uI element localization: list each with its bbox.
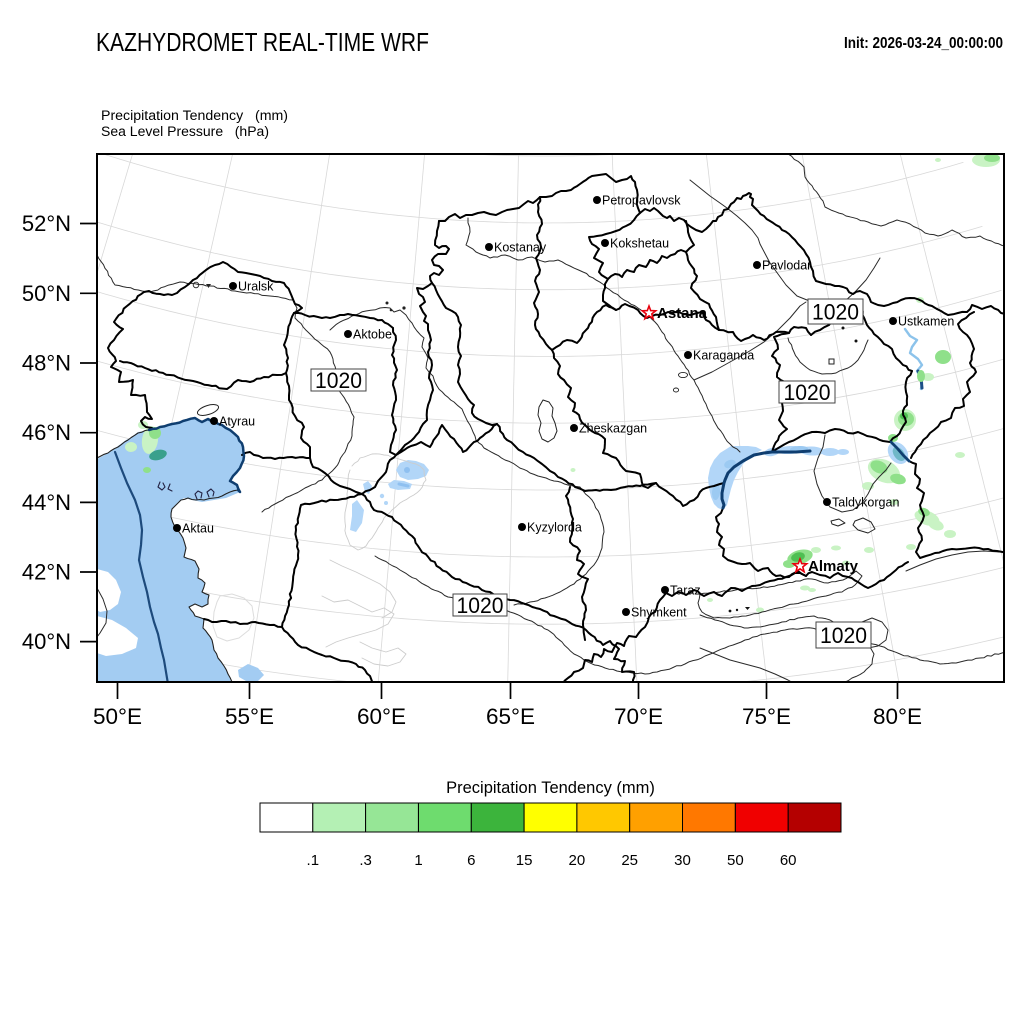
- svg-text:1020: 1020: [820, 623, 867, 648]
- svg-text:Atyrau: Atyrau: [219, 415, 255, 429]
- svg-text:50°N: 50°N: [22, 281, 71, 306]
- svg-text:70°E: 70°E: [614, 704, 663, 729]
- svg-text:Pavlodar: Pavlodar: [762, 259, 811, 273]
- svg-text:.1: .1: [307, 852, 320, 869]
- svg-text:25: 25: [621, 852, 638, 869]
- svg-text:30: 30: [674, 852, 691, 869]
- svg-text:55°E: 55°E: [225, 704, 274, 729]
- svg-text:Kyzylorda: Kyzylorda: [527, 521, 582, 535]
- svg-text:Taldykorgan: Taldykorgan: [832, 496, 899, 510]
- svg-text:50: 50: [727, 852, 744, 869]
- svg-text:Precipitation Tendency (mm): Precipitation Tendency (mm): [446, 779, 655, 797]
- svg-text:1020: 1020: [784, 380, 831, 405]
- svg-text:Aktau: Aktau: [182, 522, 214, 536]
- svg-text:80°E: 80°E: [873, 704, 922, 729]
- svg-text:44°N: 44°N: [22, 490, 71, 515]
- svg-text:Taraz: Taraz: [670, 584, 701, 598]
- svg-text:20: 20: [569, 852, 586, 869]
- svg-text:Almaty: Almaty: [808, 558, 859, 575]
- svg-text:1020: 1020: [457, 593, 504, 618]
- svg-text:40°N: 40°N: [22, 629, 71, 654]
- svg-text:6: 6: [467, 852, 475, 869]
- svg-text:Init: 2026-03-24_00:00:00: Init: 2026-03-24_00:00:00: [844, 35, 1003, 52]
- svg-text:15: 15: [516, 852, 533, 869]
- svg-text:50°E: 50°E: [93, 704, 142, 729]
- svg-text:Uralsk: Uralsk: [238, 280, 274, 294]
- svg-text:65°E: 65°E: [486, 704, 535, 729]
- svg-text:Astana: Astana: [657, 305, 708, 322]
- svg-text:42°N: 42°N: [22, 560, 71, 585]
- svg-text:52°N: 52°N: [22, 211, 71, 236]
- svg-text:Precipitation Tendency (mm): Precipitation Tendency (mm): [101, 108, 288, 123]
- svg-text:Shymkent: Shymkent: [631, 606, 687, 620]
- svg-text:Zheskazgan: Zheskazgan: [579, 422, 647, 436]
- svg-text:Aktobe: Aktobe: [353, 328, 392, 342]
- svg-text:75°E: 75°E: [742, 704, 791, 729]
- svg-text:KAZHYDROMET REAL-TIME WRF: KAZHYDROMET REAL-TIME WRF: [96, 29, 429, 57]
- svg-text:1020: 1020: [315, 368, 362, 393]
- svg-text:48°N: 48°N: [22, 351, 71, 376]
- svg-text:Kokshetau: Kokshetau: [610, 237, 669, 251]
- svg-text:Sea Level Pressure (hPa): Sea Level Pressure (hPa): [101, 124, 269, 139]
- svg-text:Ustkamen: Ustkamen: [898, 315, 954, 329]
- svg-text:1: 1: [414, 852, 422, 869]
- svg-text:1020: 1020: [812, 300, 859, 325]
- svg-text:.3: .3: [359, 852, 372, 869]
- svg-text:60°E: 60°E: [357, 704, 406, 729]
- svg-text:60: 60: [780, 852, 797, 869]
- svg-text:Petropavlovsk: Petropavlovsk: [602, 194, 681, 208]
- svg-text:Kostanay: Kostanay: [494, 241, 547, 255]
- svg-text:Karaganda: Karaganda: [693, 349, 754, 363]
- svg-text:46°N: 46°N: [22, 420, 71, 445]
